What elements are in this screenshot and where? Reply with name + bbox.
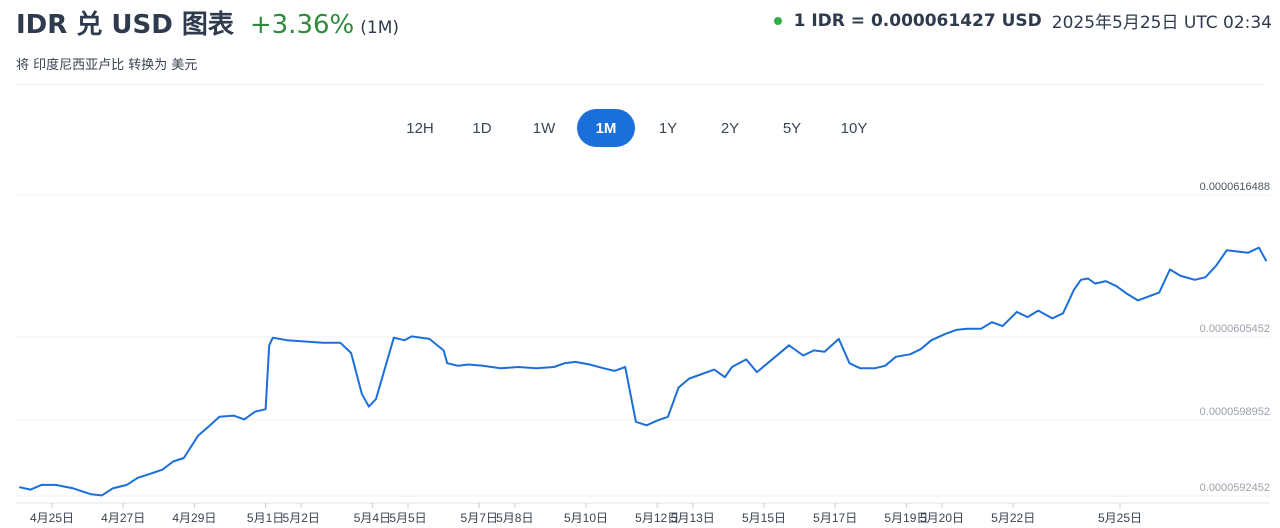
- x-tick-label: 5月15日: [742, 511, 786, 525]
- x-tick-label: 5月22日: [991, 511, 1035, 525]
- x-tick-label: 5月4日: [354, 511, 391, 525]
- current-rate: 1 IDR = 0.000061427 USD 2025年5月25日 UTC 0…: [773, 8, 1272, 33]
- rate-timestamp: 2025年5月25日 UTC 02:34: [1051, 13, 1272, 33]
- x-tick-label: 5月12日: [635, 511, 679, 525]
- x-tick-label: 4月25日: [30, 511, 74, 525]
- x-tick-label: 5月17日: [813, 511, 857, 525]
- y-tick-label: 0.0000616488: [1200, 181, 1270, 193]
- x-tick-label: 5月7日: [461, 511, 498, 525]
- x-tick-label: 5月20日: [920, 511, 964, 525]
- x-tick-label: 5月1日: [247, 511, 284, 525]
- change-percent: +3.36%: [249, 10, 355, 40]
- tab-1w[interactable]: 1W: [532, 119, 556, 137]
- y-tick-label: 0.0000605452: [1200, 323, 1270, 335]
- x-tick-label: 5月13日: [671, 511, 715, 525]
- tab-1d[interactable]: 1D: [472, 119, 492, 137]
- x-tick-label: 4月29日: [172, 511, 216, 525]
- x-tick-label: 5月25日: [1098, 511, 1142, 525]
- page-title: IDR 兑 USD 图表: [16, 10, 234, 40]
- header-divider: [16, 84, 1264, 85]
- x-tick-label: 4月27日: [101, 511, 145, 525]
- series-line: [19, 246, 1267, 497]
- tab-12h[interactable]: 12H: [406, 119, 434, 137]
- live-status-icon: [773, 16, 782, 25]
- x-tick-label: 5月19日: [884, 511, 928, 525]
- tab-1m[interactable]: 1M: [577, 109, 635, 147]
- tab-1y[interactable]: 1Y: [658, 119, 678, 137]
- x-tick-label: 5月8日: [496, 511, 533, 525]
- tab-10y[interactable]: 10Y: [840, 119, 868, 137]
- tab-2y[interactable]: 2Y: [720, 119, 740, 137]
- x-tick-label: 5月2日: [283, 511, 320, 525]
- y-tick-label: 0.0000592452: [1200, 482, 1270, 494]
- tab-5y[interactable]: 5Y: [782, 119, 802, 137]
- page-subtitle: 将 印度尼西亚卢比 转换为 美元: [16, 58, 198, 73]
- title-row: IDR 兑 USD 图表 +3.36% (1M): [16, 4, 399, 44]
- x-tick-label: 5月5日: [389, 511, 426, 525]
- change-period: (1M): [360, 18, 399, 38]
- range-tabs: 12H 1D 1W 1M 1Y 2Y 5Y 10Y: [391, 108, 887, 148]
- rate-value: 1 IDR = 0.000061427 USD: [793, 10, 1042, 31]
- x-tick-label: 5月10日: [564, 511, 608, 525]
- y-tick-label: 0.0000598952: [1200, 406, 1270, 418]
